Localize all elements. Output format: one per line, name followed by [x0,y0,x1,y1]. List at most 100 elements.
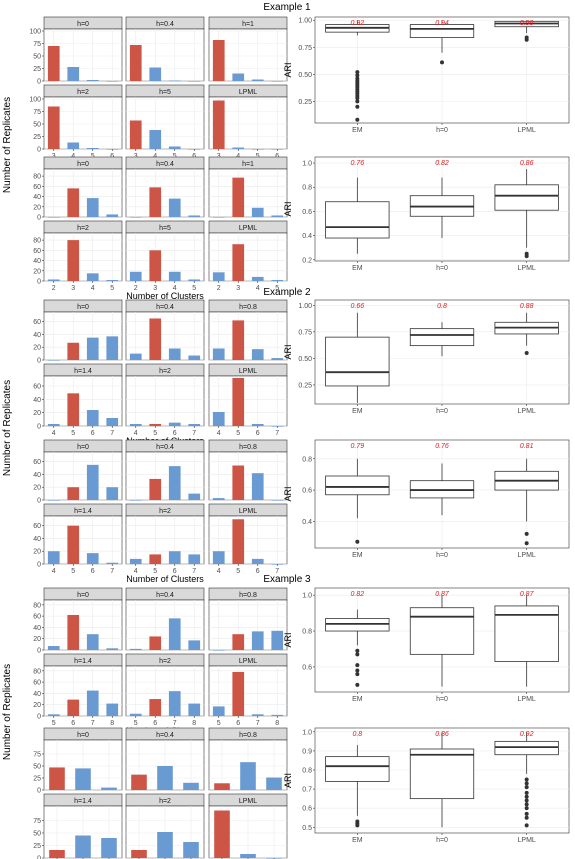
y-tick-label: 0.4 [302,233,312,240]
facet-label: h=0 [77,161,89,168]
outlier-point [355,99,360,104]
x-tick-label: 3 [236,285,240,292]
facet-label: h=5 [159,225,171,232]
y-tick-label: 40 [33,691,41,698]
y-tick-label: 0.8 [302,629,312,636]
y-tick-label: 0 [37,424,41,431]
x-tick-label: 3 [71,285,75,292]
example-2-title: Example 2 [263,287,311,298]
y-tick-label: 1.0 [302,729,312,736]
ari-annotation: 0.79 [351,443,365,450]
bar [149,130,162,149]
y-tick-label: 0.6 [302,488,312,495]
bar [47,360,60,361]
bar [149,250,162,281]
ari-axis-label: ARI [283,486,293,501]
y-tick-label: 0 [37,279,41,286]
bar [149,67,162,81]
bar [86,634,99,650]
x-tick-label: h=0 [436,127,448,134]
ari-annotation: 0.99 [520,20,534,27]
y-tick-label: 25 [33,776,41,783]
ari-annotation: 0.8 [437,303,447,310]
ari-annotation: 0.8 [352,731,362,738]
x-tick-label: 7 [110,568,114,575]
y-tick-label: 40 [33,332,41,339]
x-tick-label: h=0 [436,552,448,559]
bar [106,214,119,217]
y-tick-label: 50 [33,122,41,129]
bar [129,120,142,149]
x-tick-label: 6 [275,153,279,160]
y-tick-label: 0.4 [302,519,312,526]
bar [251,207,264,217]
x-tick-label: EM [352,127,363,134]
ari-annotation: 0.92 [351,20,365,27]
facet-label: h=1 [242,21,254,28]
bar [47,551,60,564]
bar [47,279,60,281]
bar [129,424,142,426]
x-tick-label: EM [352,552,363,559]
x-tick-label: 8 [275,720,279,727]
bar [188,554,201,564]
bar [106,418,119,426]
facet-label: LPML [239,225,257,232]
y-tick-label: 60 [33,248,41,255]
facet-label: h=2 [159,658,171,665]
bar [188,279,201,281]
bar [212,217,225,218]
y-tick-label: 80 [33,174,41,181]
bars-2a: h=0 0 20 40 60 h=0.4 h=0.8 h=1.4 0 20 40 60 4 5 6 7 h=2 4… [33,299,288,446]
bar [157,766,173,790]
bar [240,854,256,858]
facet-label: h=0 [77,304,89,311]
bar [212,40,225,81]
outlier-point [355,96,360,101]
bar [168,80,181,82]
outlier-point [355,117,360,122]
bars-3b: h=00255075h=0.4h=0.8h=1.40255075678h=267… [33,727,288,859]
outlier-point [355,823,360,828]
x-tick-label: 5 [236,568,240,575]
bar [106,648,119,650]
bar [168,422,181,426]
y-tick-label: 20 [33,485,41,492]
y-tick-label: 0 [37,498,41,505]
x-tick-label: 7 [275,430,279,437]
facet-label: h=0 [77,444,89,451]
bar [188,640,201,650]
box-1b: 0.2 0.4 0.6 0.8 1.0 ARI 0.76 EM 0.82 h=0 0.86 LPML [283,156,570,272]
bar [168,271,181,281]
outlier-point [524,815,529,820]
y-tick-label: 0 [37,79,41,86]
facet-label: h=1.4 [74,658,92,665]
x-tick-label: 3 [134,153,138,160]
y-tick-label: 20 [33,549,41,556]
y-label-example-2: Number of Replicates [2,380,13,476]
example-1-title: Example 1 [263,2,311,13]
bar [47,714,60,716]
bar [232,519,245,564]
bar [67,67,80,81]
x-tick-label: EM [352,696,363,703]
y-tick-label: 0 [37,856,41,859]
ari-axis-label: ARI [283,201,293,216]
ari-annotation: 0.92 [520,731,534,738]
facet-label: h=5 [159,89,171,96]
x-tick-label: 3 [217,153,221,160]
bar [129,217,142,218]
bar [212,412,225,426]
facet-label: h=2 [77,225,89,232]
facet-panel [125,375,205,427]
facet-label: h=0.4 [156,304,174,311]
box [325,336,390,387]
facet-label: h=0 [77,732,89,739]
y-tick-label: 80 [33,238,41,245]
bar [67,188,80,217]
x-tick-label: 4 [71,153,75,160]
y-tick-label: 0 [37,562,41,569]
bars-1b: h=0 0 20 40 60 80 h=0.4 h=1 h=2 0 20 40 60 80 2 3 4 5 h=5 2… [33,156,288,301]
bar [149,554,162,564]
x-tick-label: 5 [71,430,75,437]
